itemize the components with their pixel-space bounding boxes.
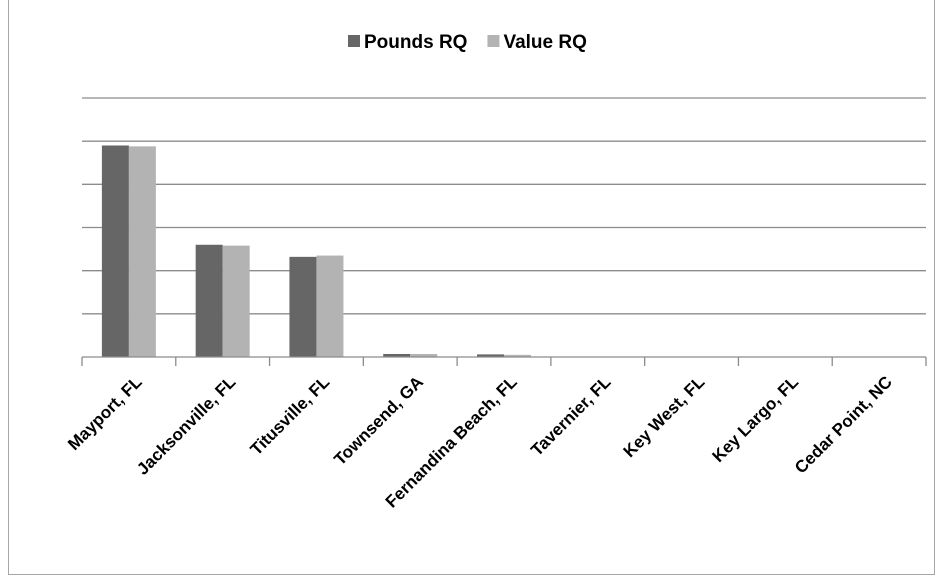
bar-value-rq-titusville-fl: [316, 255, 344, 357]
x-tick-label-cedar-point-nc: Cedar Point, NC: [791, 372, 896, 477]
bar-pounds-rq-fernandina-beach-fl: [477, 354, 504, 357]
bar-pounds-rq-townsend-ga: [383, 353, 411, 357]
bar-value-rq-mayport-fl: [128, 146, 156, 357]
chart-frame: Mayport, FL Jacksonville, FL Titusville, F…: [8, 0, 935, 575]
x-tick-label-mayport-fl: Mayport, FL: [64, 372, 146, 454]
bar-value-rq-jacksonville-fl: [222, 245, 250, 357]
legend-label-value-rq: Value RQ: [503, 32, 586, 53]
legend-swatch-value-rq: [487, 35, 500, 47]
bar-pounds-rq-jacksonville-fl: [195, 244, 223, 357]
legend: Pounds RQ Value RQ: [348, 32, 587, 53]
x-tick-label-titusville-fl: Titusville, FL: [247, 372, 334, 459]
legend-swatch-pounds-rq: [348, 35, 360, 47]
bars: [101, 145, 531, 357]
legend-label-pounds-rq: Pounds RQ: [364, 32, 467, 53]
x-tick-label-townsend-ga: Townsend, GA: [330, 372, 427, 469]
bar-value-rq-fernandina-beach-fl: [504, 354, 531, 357]
bar-pounds-rq-titusville-fl: [289, 256, 317, 357]
bar-value-rq-townsend-ga: [410, 353, 438, 357]
x-tick-label-key-largo-fl: Key Largo, FL: [709, 372, 803, 466]
bar-pounds-rq-mayport-fl: [101, 145, 129, 357]
x-tick-label-jacksonville-fl: Jacksonville, FL: [133, 372, 239, 478]
x-tick-label-tavernier-fl: Tavernier, FL: [527, 372, 614, 459]
x-tick-label-key-west-fl: Key West, FL: [620, 372, 709, 461]
